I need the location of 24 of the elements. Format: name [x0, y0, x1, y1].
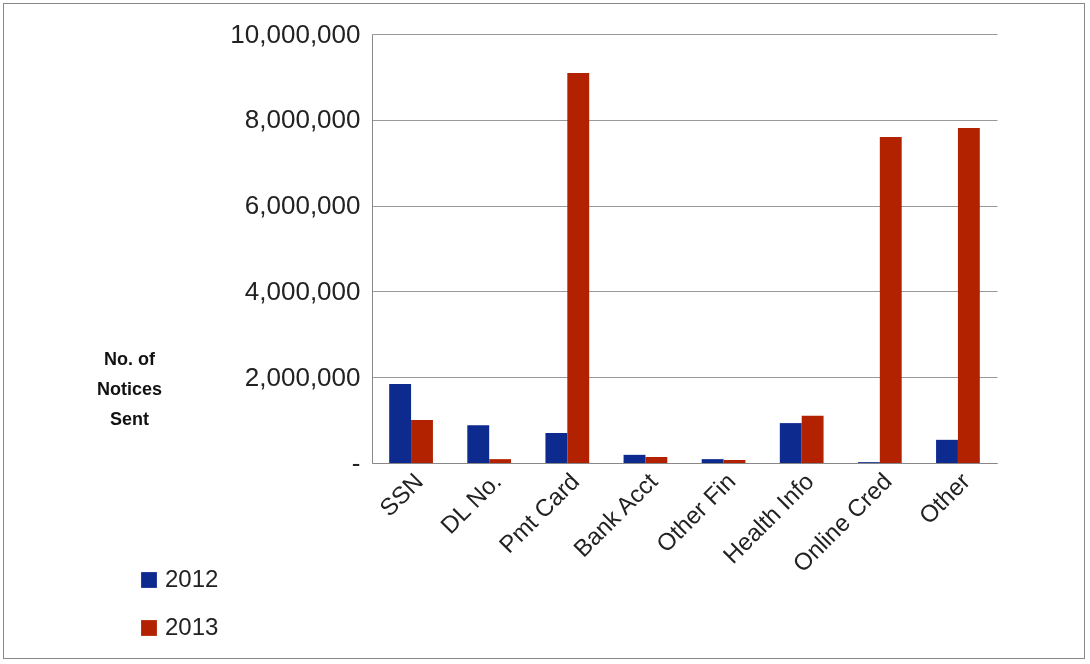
- y-tick-label: 8,000,000: [244, 104, 361, 135]
- legend-label: 2013: [165, 613, 219, 640]
- y-tick-label: -: [351, 447, 361, 478]
- bar: [545, 432, 568, 463]
- bar: [936, 439, 958, 463]
- bar: [467, 425, 490, 463]
- bar: [567, 73, 590, 463]
- bar: [801, 415, 824, 463]
- bar: [623, 454, 646, 463]
- bar: [723, 460, 746, 463]
- bar: [879, 136, 902, 463]
- bar: [489, 459, 512, 463]
- y-tick-label: 2,000,000: [244, 361, 361, 392]
- y-tick-label: 4,000,000: [244, 275, 361, 306]
- bar: [411, 420, 433, 463]
- bar: [389, 384, 412, 463]
- y-tick-label: 10,000,000: [230, 18, 361, 49]
- legend-label: 2012: [165, 565, 219, 592]
- bar: [645, 456, 668, 463]
- y-axis-title: No. of Notices Sent: [96, 348, 163, 429]
- bar: [701, 459, 724, 463]
- y-tick-label: 6,000,000: [244, 190, 361, 221]
- bar: [957, 127, 980, 463]
- bar: [779, 423, 802, 463]
